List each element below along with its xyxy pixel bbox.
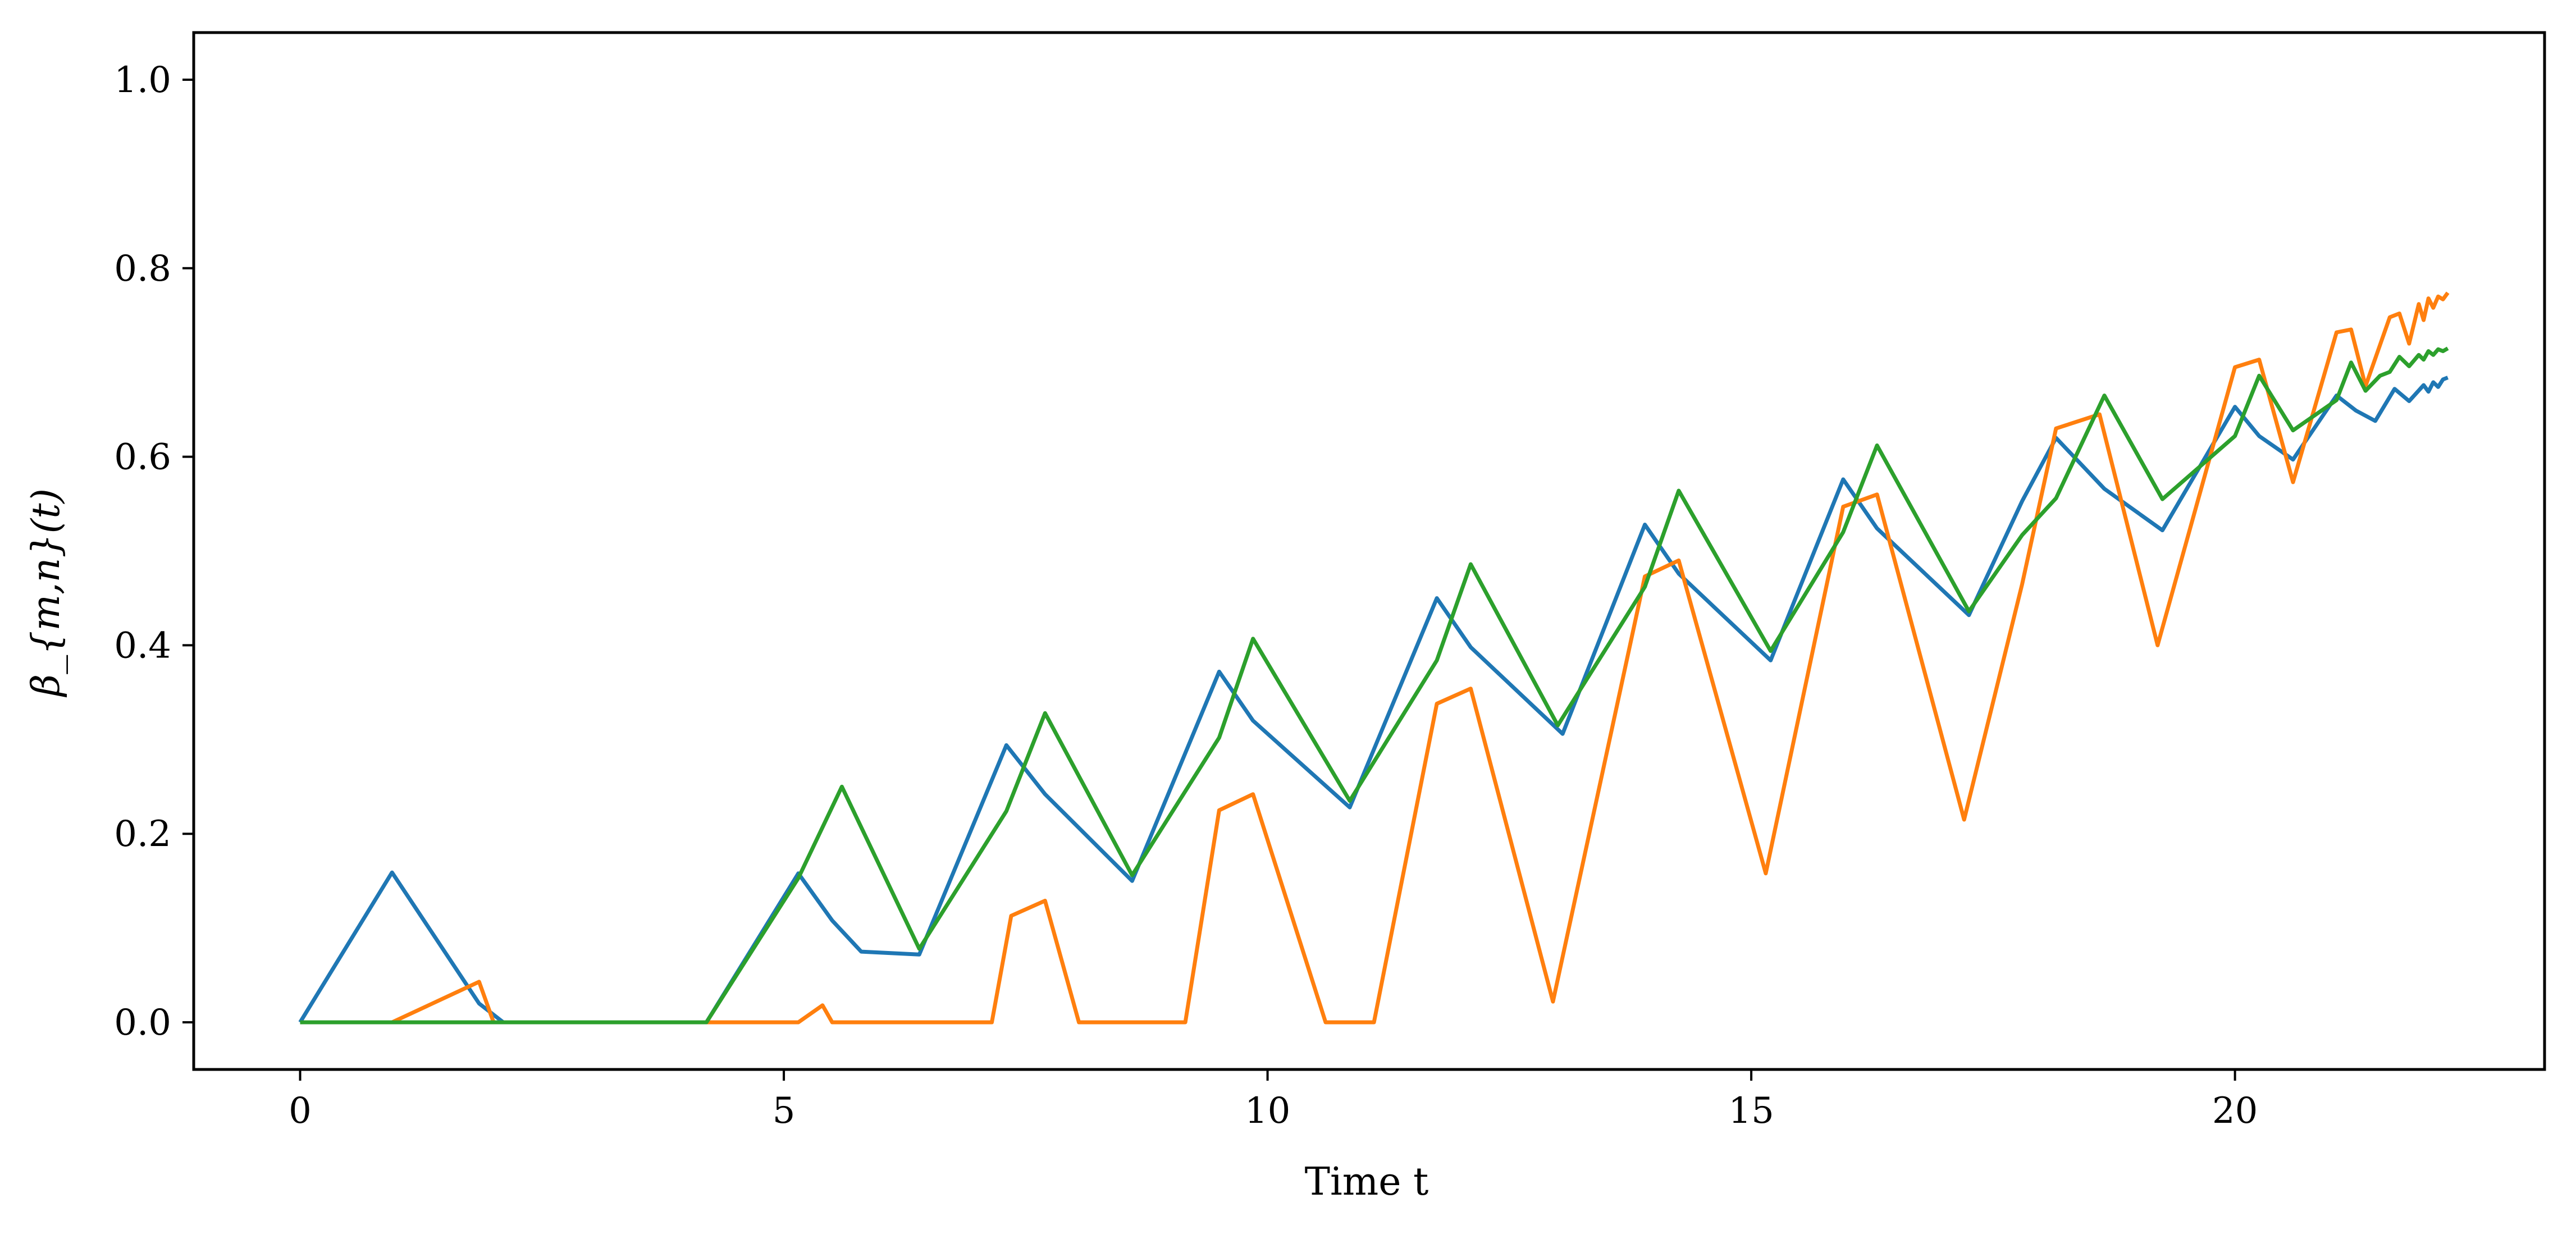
x-tick-label: 15 [1728,1090,1774,1132]
series-line-2 [300,291,2450,1025]
y-tick-label: 0.0 [114,1002,171,1044]
y-tick-label: 1.0 [114,60,171,101]
x-tick-label: 5 [773,1090,796,1132]
series-layer [298,291,2450,1025]
y-tick-label: 0.6 [114,437,171,478]
y-axis-title-group: β_{m,n}(t) [24,488,68,698]
x-tick-label: 10 [1245,1090,1290,1132]
series-line-3 [300,346,2449,1025]
y-axis-ticks: 0.0 0.2 0.4 0.6 0.8 1.0 [114,60,194,1044]
x-axis-title: Time t [1305,1160,1429,1204]
x-tick-label: 0 [289,1090,312,1132]
x-axis-ticks: 0 5 10 15 20 [289,1069,2258,1132]
x-tick-label: 20 [2212,1090,2258,1132]
y-tick-label: 0.8 [114,248,171,290]
y-tick-label: 0.4 [114,625,171,666]
plot-frame [192,31,2546,1071]
y-tick-label: 0.2 [114,813,171,855]
series-line-1 [298,376,2449,1025]
y-axis-title: β_{m,n}(t) [24,488,68,698]
